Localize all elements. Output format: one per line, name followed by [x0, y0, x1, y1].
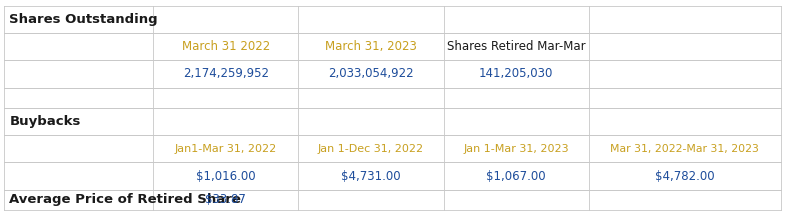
Text: Mar 31, 2022-Mar 31, 2023: Mar 31, 2022-Mar 31, 2023 — [611, 144, 759, 154]
Text: March 31 2022: March 31 2022 — [181, 40, 270, 53]
Text: Shares Retired Mar-Mar: Shares Retired Mar-Mar — [447, 40, 586, 53]
Text: Jan1-Mar 31, 2022: Jan1-Mar 31, 2022 — [174, 144, 277, 154]
Text: Jan 1-Mar 31, 2023: Jan 1-Mar 31, 2023 — [463, 144, 569, 154]
Text: Average Price of Retired Share: Average Price of Retired Share — [9, 193, 241, 206]
Text: 2,174,259,952: 2,174,259,952 — [183, 67, 268, 80]
Text: March 31, 2023: March 31, 2023 — [325, 40, 417, 53]
Text: $1,067.00: $1,067.00 — [487, 170, 546, 183]
Text: 2,033,054,922: 2,033,054,922 — [328, 67, 414, 80]
Text: $4,731.00: $4,731.00 — [341, 170, 400, 183]
Text: $4,782.00: $4,782.00 — [655, 170, 714, 183]
Text: Jan 1-Dec 31, 2022: Jan 1-Dec 31, 2022 — [318, 144, 424, 154]
Text: 141,205,030: 141,205,030 — [479, 67, 553, 80]
Text: $33.87: $33.87 — [205, 193, 246, 206]
Text: Shares Outstanding: Shares Outstanding — [9, 13, 158, 26]
Text: $1,016.00: $1,016.00 — [196, 170, 255, 183]
Text: Buybacks: Buybacks — [9, 115, 81, 128]
